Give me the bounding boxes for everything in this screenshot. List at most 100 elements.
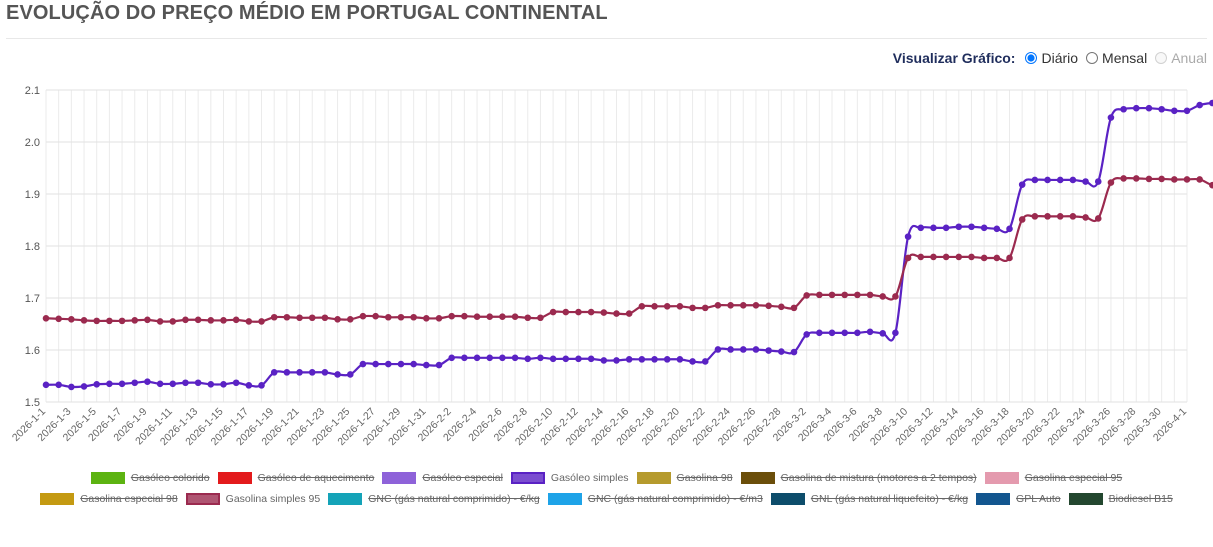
- data-point: [182, 379, 189, 387]
- data-point: [156, 318, 164, 325]
- legend-item[interactable]: Gasóleo de aquecimento: [217, 470, 374, 486]
- data-point: [258, 318, 265, 325]
- legend-item[interactable]: GNC (gás natural comprimido) - €/kg: [328, 491, 540, 507]
- data-point: [1145, 175, 1153, 183]
- data-point: [828, 329, 836, 337]
- data-point: [270, 313, 278, 321]
- legend-item[interactable]: Gasóleo simples: [510, 470, 629, 486]
- legend-item[interactable]: GNC (gás natural comprimido) - €/m3: [547, 491, 763, 507]
- data-point: [866, 328, 874, 336]
- data-point: [346, 371, 354, 378]
- data-point: [1056, 213, 1064, 220]
- data-point: [930, 224, 937, 232]
- data-point: [169, 318, 177, 325]
- data-point: [638, 303, 646, 310]
- daily-radio[interactable]: [1025, 52, 1038, 64]
- data-point: [385, 313, 392, 321]
- data-point: [917, 253, 925, 261]
- data-point: [701, 358, 709, 365]
- data-point: [1120, 105, 1127, 113]
- data-point: [68, 383, 75, 391]
- data-point: [511, 354, 519, 362]
- y-tick-label: 1.8: [25, 241, 40, 253]
- legend-item[interactable]: GPL Auto: [976, 491, 1061, 507]
- data-point: [904, 254, 912, 262]
- data-point: [968, 253, 975, 261]
- data-point: [156, 380, 164, 388]
- data-point: [169, 380, 177, 388]
- legend-swatch: [770, 493, 805, 505]
- data-point: [714, 346, 722, 353]
- data-point: [651, 303, 658, 310]
- data-point: [1082, 214, 1089, 221]
- legend-item[interactable]: Gasolina de mistura (motores a 2 tempos): [740, 470, 977, 486]
- data-point: [587, 355, 595, 363]
- data-point: [258, 382, 265, 389]
- legend-swatch: [90, 472, 125, 484]
- data-point: [1183, 176, 1191, 183]
- view-option-monthly[interactable]: Mensal: [1086, 50, 1147, 66]
- legend-item[interactable]: Gasolina especial 95: [984, 470, 1123, 486]
- data-point: [321, 369, 329, 376]
- legend-label: Gasolina especial 98: [80, 493, 178, 505]
- data-point: [1209, 99, 1213, 107]
- legend-label: Gasolina de mistura (motores a 2 tempos): [780, 472, 977, 484]
- data-point: [993, 254, 1001, 262]
- data-point: [334, 371, 341, 378]
- data-point: [270, 369, 278, 376]
- legend-item[interactable]: Gasóleo colorido: [90, 470, 210, 486]
- data-point: [651, 356, 658, 363]
- chart-legend: Gasóleo colorido Gasóleo de aquecimento Ga…: [20, 470, 1193, 507]
- legend-item[interactable]: Gasolina simples 95: [185, 491, 320, 507]
- page-title: EVOLUÇÃO DO PREÇO MÉDIO EM PORTUGAL CONT…: [6, 2, 608, 24]
- data-point: [727, 301, 734, 309]
- legend-label: Gasóleo simples: [550, 472, 629, 484]
- data-point: [1044, 176, 1051, 184]
- data-point: [524, 355, 532, 363]
- data-point: [283, 369, 291, 376]
- data-point: [1018, 181, 1026, 188]
- data-point: [308, 314, 316, 322]
- data-point: [1006, 225, 1013, 233]
- legend-item[interactable]: GNL (gás natural liquefeito) - €/kg: [770, 491, 968, 507]
- data-point: [144, 378, 151, 386]
- data-point: [346, 316, 354, 323]
- data-point: [663, 303, 671, 310]
- data-point: [613, 310, 620, 317]
- legend-item[interactable]: Gasolina 98: [636, 470, 733, 486]
- legend-swatch: [328, 493, 363, 505]
- data-point: [296, 369, 303, 376]
- legend-label: Gasóleo colorido: [130, 472, 210, 484]
- data-point: [42, 314, 50, 322]
- data-point: [1171, 107, 1178, 115]
- data-point: [790, 348, 798, 356]
- data-point: [106, 317, 113, 325]
- data-point: [663, 356, 671, 363]
- y-tick-label: 1.5: [25, 397, 40, 409]
- legend-swatch: [976, 493, 1011, 505]
- data-point: [752, 346, 760, 353]
- data-point: [1158, 175, 1165, 183]
- series-line-0: [45, 101, 1213, 389]
- legend-item[interactable]: Gasóleo especial: [382, 470, 503, 486]
- monthly-radio[interactable]: [1086, 52, 1099, 64]
- legend-item[interactable]: Gasolina especial 98: [40, 491, 178, 507]
- data-point: [1094, 178, 1102, 185]
- data-point: [245, 382, 253, 389]
- data-point: [1132, 104, 1140, 112]
- data-point: [803, 292, 810, 299]
- data-point: [562, 355, 570, 363]
- data-point: [435, 361, 443, 369]
- data-point: [182, 316, 189, 324]
- data-point: [220, 381, 227, 388]
- view-option-daily[interactable]: Diário: [1025, 50, 1078, 66]
- legend-label: Gasolina especial 95: [1024, 472, 1123, 484]
- legend-label: Gasolina 98: [676, 472, 733, 484]
- data-point: [676, 356, 684, 363]
- legend-label: GPL Auto: [1016, 493, 1061, 505]
- data-point: [841, 291, 849, 299]
- legend-label: Gasóleo especial: [422, 472, 503, 484]
- legend-item[interactable]: Biodiesel B15: [1068, 491, 1173, 507]
- data-point: [1031, 213, 1039, 220]
- data-point: [904, 233, 912, 240]
